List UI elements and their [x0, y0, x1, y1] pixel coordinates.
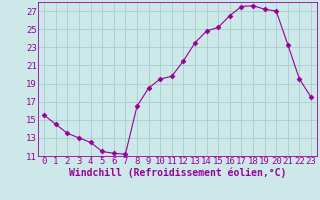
X-axis label: Windchill (Refroidissement éolien,°C): Windchill (Refroidissement éolien,°C)	[69, 168, 286, 178]
